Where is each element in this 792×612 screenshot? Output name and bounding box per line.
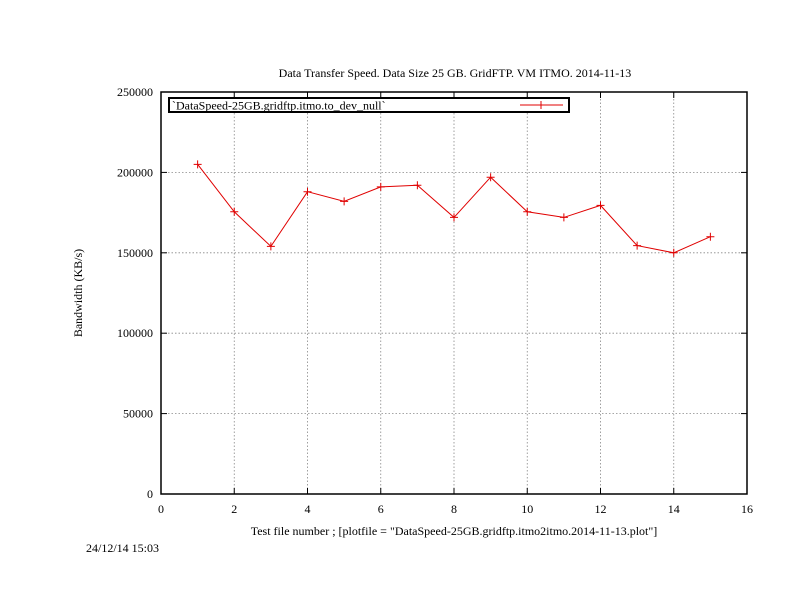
legend-label: `DataSpeed-25GB.gridftp.itmo.to_dev_null… xyxy=(172,99,386,113)
y-axis-label: Bandwidth (KB/s) xyxy=(71,249,85,337)
y-tick-label: 100000 xyxy=(117,326,153,340)
x-tick-label: 12 xyxy=(595,502,607,516)
x-axis-label: Test file number ; [plotfile = "DataSpee… xyxy=(251,524,658,538)
data-point xyxy=(486,173,495,182)
x-tick-label: 16 xyxy=(741,502,753,516)
x-tick-label: 6 xyxy=(378,502,384,516)
grid-lines xyxy=(161,92,747,494)
y-tick-label: 50000 xyxy=(123,407,153,421)
data-point xyxy=(413,181,422,190)
data-point xyxy=(303,187,312,196)
data-point xyxy=(340,197,349,206)
legend-marker xyxy=(537,101,545,109)
data-point xyxy=(596,201,605,210)
series-layer xyxy=(193,160,715,257)
data-point xyxy=(376,182,385,191)
y-tick-label: 200000 xyxy=(117,165,153,179)
legend: `DataSpeed-25GB.gridftp.itmo.to_dev_null… xyxy=(168,97,570,113)
axis-ticks: 0 2 4 6 8 10 12 14 16 0 50000 100000 150000 200000 250… xyxy=(117,85,753,516)
data-point xyxy=(230,207,239,216)
x-tick-label: 14 xyxy=(668,502,680,516)
x-tick-label: 2 xyxy=(231,502,237,516)
x-tick-label: 0 xyxy=(158,502,164,516)
plot-frame xyxy=(160,91,748,495)
data-point xyxy=(559,213,568,222)
timestamp-footer: 24/12/14 15:03 xyxy=(86,541,160,555)
y-tick-label: 150000 xyxy=(117,246,153,260)
x-tick-label: 10 xyxy=(521,502,533,516)
data-point xyxy=(669,248,678,257)
data-point xyxy=(633,241,642,250)
x-tick-label: 8 xyxy=(451,502,457,516)
y-tick-label: 0 xyxy=(147,487,153,501)
legend-box xyxy=(168,97,570,113)
y-tick-label: 250000 xyxy=(117,85,153,99)
data-point xyxy=(450,213,458,222)
x-tick-label: 4 xyxy=(305,502,311,516)
data-point xyxy=(266,242,275,251)
chart-title: Data Transfer Speed. Data Size 25 GB. Gr… xyxy=(279,66,632,80)
data-point xyxy=(523,207,532,216)
data-point xyxy=(706,232,715,241)
data-point xyxy=(193,160,202,169)
